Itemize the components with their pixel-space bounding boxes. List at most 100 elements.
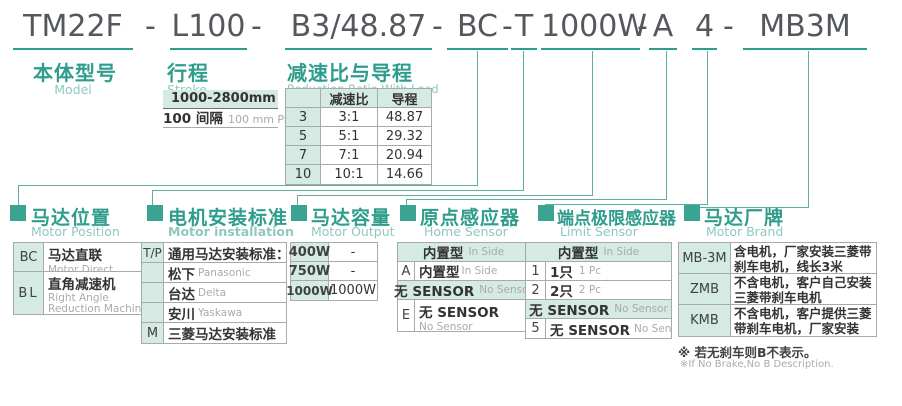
title-segment-reduction: B3/48.87 — [285, 6, 432, 50]
table-row: 3 3:1 48.87 — [286, 108, 431, 127]
section-bullet-icon — [147, 205, 163, 221]
section-bullet-icon — [10, 205, 26, 221]
code-cell: 5 — [286, 127, 321, 145]
section-title-motor-brand: 马达厂牌 — [704, 207, 785, 229]
desc-en: Panasonic — [198, 266, 251, 279]
home-sensor-table: 内置型 In Side A 内置型 In Side 无 SENSOR No Se… — [394, 242, 533, 332]
table-row: A 内置型 In Side — [398, 262, 529, 281]
desc-cell: 三菱马达安装标准 — [164, 323, 286, 343]
category-header-row: 无 SENSOR No Sensor — [526, 300, 671, 319]
code-cell: 1 — [526, 262, 546, 280]
connector-line — [808, 51, 809, 207]
desc-en: No Sensor — [419, 321, 473, 331]
connector-line — [152, 190, 153, 205]
table-row: KMB 不含电机，客户提供三菱带刹车电机，厂家安装 — [679, 305, 876, 336]
connector-line — [152, 190, 524, 191]
ratio-cell: 5:1 — [321, 127, 378, 145]
desc-zh: 通用马达安装标准： — [168, 246, 286, 263]
title-separator: - — [723, 9, 734, 44]
code-cell: 3 — [286, 108, 321, 126]
connector-line — [545, 204, 708, 205]
section-subtitle-limit-sensor: Limit Sensor — [560, 224, 638, 239]
section-subtitle-model: Model — [54, 82, 92, 97]
table-row: 1000W 1000W — [286, 281, 377, 300]
code-cell: 2 — [526, 281, 546, 299]
section-title-reduction: 减速比与导程 — [287, 61, 413, 85]
code-cell: ZMB — [679, 274, 731, 304]
lead-cell: 14.66 — [385, 167, 424, 182]
connector-line — [406, 199, 407, 205]
section-subtitle-motor-position: Motor Position — [31, 224, 120, 239]
connector-line — [592, 51, 593, 195]
reduction-ratio-table: 减速比 导程 3 3:1 48.87 5 5:1 29.32 7 7:1 20.… — [285, 88, 432, 185]
section-subtitle-home-sensor: Home Sensor — [424, 224, 508, 239]
desc-en: Reduction Machine — [48, 303, 143, 315]
title-separator: - — [145, 9, 156, 44]
category-header-row: 内置型 In Side — [526, 243, 671, 262]
lead-cell: 20.94 — [385, 147, 424, 163]
title-segment-stroke: L100 — [170, 6, 247, 50]
brake-note-zh: ※ 若无刹车则B不表示。 — [678, 345, 817, 360]
title-segment-motor-install: T — [511, 6, 537, 50]
section-bullet-icon — [684, 205, 700, 221]
code-cell — [142, 283, 164, 302]
table-row: 台达 Delta — [142, 283, 286, 303]
header-zh: 无 SENSOR — [529, 303, 610, 319]
table-header-row: 减速比 导程 — [286, 89, 431, 108]
title-separator: - — [251, 9, 262, 44]
header-en: In Side — [603, 246, 640, 258]
section-bullet-icon — [291, 205, 307, 221]
code-cell: M — [142, 323, 164, 343]
section-title-limit-sensor: 端点极限感应器 — [557, 209, 676, 229]
desc-zh: 安川 — [168, 306, 195, 323]
desc-cell: 安川 Yaskawa — [164, 303, 286, 323]
desc-en: 1 Pc — [578, 265, 602, 277]
desc-cell: 1只 1 Pc — [546, 262, 671, 280]
code-cell: A — [398, 262, 415, 280]
section-title-stroke: 行程 — [167, 61, 209, 85]
desc-en: Motor Direct — [48, 264, 114, 271]
section-subtitle-motor-output: Motor Output — [311, 224, 395, 239]
ratio-cell: 3:1 — [321, 108, 378, 126]
section-bullet-icon — [400, 205, 416, 221]
table-row: 400W - — [289, 243, 377, 262]
title-segment-motor-output: 1000W — [541, 6, 647, 50]
code-cell: KMB — [679, 305, 731, 336]
desc-en: 2 Pc — [578, 284, 602, 296]
desc-en: Right Angle — [48, 292, 109, 304]
code-cell: T/P — [142, 243, 164, 262]
value-cell: - — [350, 244, 356, 260]
section-bullet-icon — [538, 205, 554, 221]
code-cell: 10 — [286, 165, 321, 184]
desc-cell: 无 SENSOR No Sensor — [415, 300, 529, 331]
connector-line — [18, 185, 19, 205]
section-subtitle-motor-install: Motor installation — [168, 224, 294, 239]
connector-line — [688, 207, 809, 208]
desc-cell: 无 SENSOR No Sensor — [546, 319, 671, 339]
desc-cell: 台达 Delta — [164, 283, 286, 303]
stroke-pitch-cell: 100 间隔 100 mm Pitch — [163, 109, 304, 128]
code-cell: E — [398, 300, 415, 331]
desc-en: Delta — [198, 286, 227, 299]
code-cell: 7 — [286, 146, 321, 164]
table-row: BC 马达直联 Motor Direct — [14, 243, 143, 272]
header-zh: 内置型 — [422, 246, 464, 262]
connector-line — [297, 195, 593, 196]
table-row: ZMB 不含电机，客户自己安装三菱带刹车电机 — [679, 274, 876, 305]
connector-line — [18, 185, 478, 186]
title-segment-motor-position: BC — [447, 6, 508, 50]
desc-zh: 松下 — [168, 266, 195, 283]
brake-note-en: ※If No Brake,No B Description. — [680, 359, 834, 370]
table-row: 5 5:1 29.32 — [286, 127, 431, 146]
connector-line — [666, 51, 667, 199]
title-separator: - — [432, 9, 443, 44]
table-row: 5 无 SENSOR No Sensor — [526, 319, 671, 338]
desc-zh: 内置型 — [419, 265, 460, 280]
code-cell: 5 — [526, 319, 546, 338]
motor-install-table: T/P 通用马达安装标准： 松下 Panasonic 台达 Delta 安川 Y… — [141, 242, 287, 344]
code-cell: BC — [14, 243, 44, 271]
desc-cell: 松下 Panasonic — [164, 263, 286, 283]
header-zh: 无 SENSOR — [394, 284, 475, 300]
title-separator: - — [502, 9, 513, 44]
table-row: 10 10:1 14.66 — [286, 165, 431, 184]
